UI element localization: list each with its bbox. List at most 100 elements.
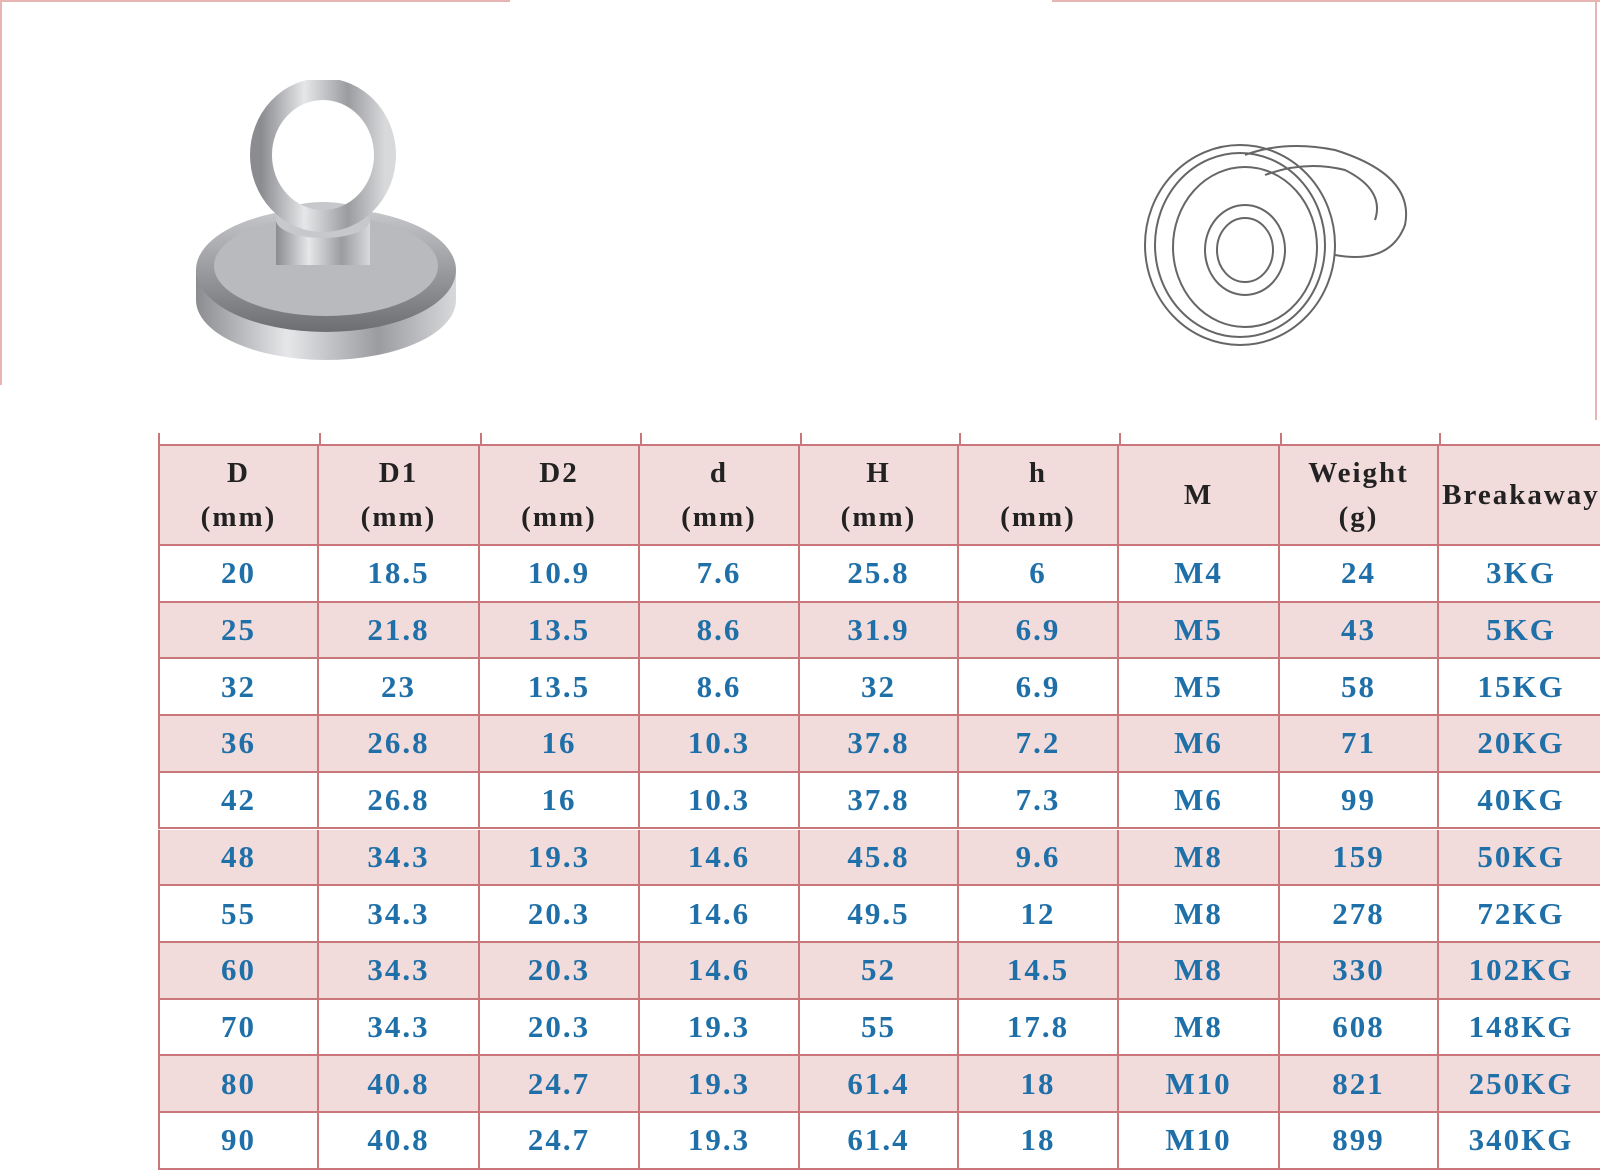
data-cell: 159 [1280,829,1439,887]
header-text: H [866,457,891,489]
header-text: (mm) [840,501,917,533]
header-text: (mm) [681,501,757,533]
data-cell: 6.9 [959,602,1119,660]
data-cell: 24.7 [480,1113,640,1170]
column-tick [319,433,321,445]
data-cell: 15KG [1439,659,1600,717]
data-cell: M8 [1119,829,1280,887]
data-cell: 19.3 [640,999,800,1057]
magnet-photo [196,80,456,360]
data-cell: 32 [158,659,319,717]
data-cell: 821 [1280,1056,1439,1113]
data-cell: 340KG [1439,1113,1600,1170]
data-cell: 608 [1280,999,1439,1057]
data-cell: 13.5 [480,659,640,717]
column-tick [800,433,802,445]
data-cell: 25 [158,602,319,660]
data-cell: 20.3 [480,999,640,1057]
top-rule [0,0,510,2]
header-cell: D2 (mm) [480,446,640,546]
data-cell: 14.5 [959,942,1119,1000]
data-cell: 10.3 [640,772,800,830]
data-cell: 19.3 [640,1113,800,1170]
header-text: M [1183,479,1214,511]
data-cell: 50KG [1439,829,1600,887]
data-cell: 12 [959,886,1119,943]
data-cell: 71 [1280,716,1439,773]
column-tick [158,433,160,445]
data-cell: 10.3 [640,716,800,773]
data-cell: M8 [1119,999,1280,1057]
data-cell: 26.8 [319,716,480,773]
left-rule [0,0,2,385]
header-text: D [227,457,250,489]
data-cell: 18 [959,1056,1119,1113]
header-text: Breakaway [1442,479,1600,511]
data-cell: M10 [1119,1113,1280,1170]
header-text: h [1028,457,1048,489]
data-cell: 42 [158,772,319,830]
data-cell: 278 [1280,886,1439,943]
data-cell: 49.5 [800,886,959,943]
data-cell: 60 [158,942,319,1000]
header-cell: h (mm) [959,446,1119,546]
data-cell: 40.8 [319,1113,480,1170]
data-cell: 45.8 [800,829,959,887]
table-top-border [158,444,1600,446]
data-cell: 25.8 [800,546,959,603]
data-cell: 8.6 [640,659,800,717]
right-rule [1595,0,1597,420]
data-cell: M8 [1119,942,1280,1000]
data-cell: 52 [800,942,959,1000]
column-tick [1280,433,1282,445]
header-text: (mm) [200,501,277,533]
data-cell: 61.4 [800,1056,959,1113]
data-cell: 16 [480,772,640,830]
data-cell: 80 [158,1056,319,1113]
column-tick [640,433,642,445]
header-cell: H (mm) [800,446,959,546]
header-text: (mm) [521,501,597,533]
data-cell: 7.6 [640,546,800,603]
data-cell: 37.8 [800,716,959,773]
header-text: d [709,457,729,489]
data-cell: 70 [158,999,319,1057]
header-text: Weight [1308,457,1409,489]
data-cell: 14.6 [640,886,800,943]
column-tick [1119,433,1121,445]
data-cell: 48 [158,829,319,887]
data-cell: 23 [319,659,480,717]
header-text: (g) [1338,501,1379,533]
data-cell: M6 [1119,772,1280,830]
data-cell: 34.3 [319,829,480,887]
data-cell: 14.6 [640,942,800,1000]
data-cell: 102KG [1439,942,1600,1000]
header-text: D1 [378,457,419,489]
data-cell: 19.3 [480,829,640,887]
data-cell: 20.3 [480,886,640,943]
data-cell: 37.8 [800,772,959,830]
data-cell: 26.8 [319,772,480,830]
data-cell: 14.6 [640,829,800,887]
header-cell: Weight (g) [1280,446,1439,546]
data-cell: 55 [158,886,319,943]
data-cell: 899 [1280,1113,1439,1170]
data-cell: 21.8 [319,602,480,660]
data-cell: M6 [1119,716,1280,773]
column-tick [480,433,482,445]
magnet-drawing [1144,144,1408,346]
data-cell: 330 [1280,942,1439,1000]
header-text: (mm) [360,501,437,533]
data-cell: 34.3 [319,999,480,1057]
data-cell: 16 [480,716,640,773]
data-cell: 34.3 [319,942,480,1000]
column-tick [1439,433,1441,445]
data-cell: M5 [1119,602,1280,660]
data-cell: 3KG [1439,546,1600,603]
data-cell: 36 [158,716,319,773]
data-cell: 40KG [1439,773,1600,830]
data-cell: 34.3 [319,886,480,943]
data-cell: 20 [158,546,319,603]
data-cell: 250KG [1439,1056,1600,1113]
